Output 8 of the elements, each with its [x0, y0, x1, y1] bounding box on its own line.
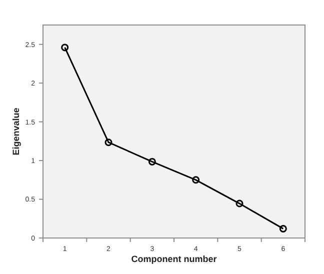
x-axis-title: Component number: [131, 254, 218, 264]
point: [61, 44, 69, 52]
point: [192, 176, 200, 184]
point: [148, 158, 156, 166]
point: [279, 224, 287, 232]
point: [236, 200, 244, 208]
y-axis-title: Eigenvalue: [11, 108, 21, 156]
point: [104, 138, 112, 146]
